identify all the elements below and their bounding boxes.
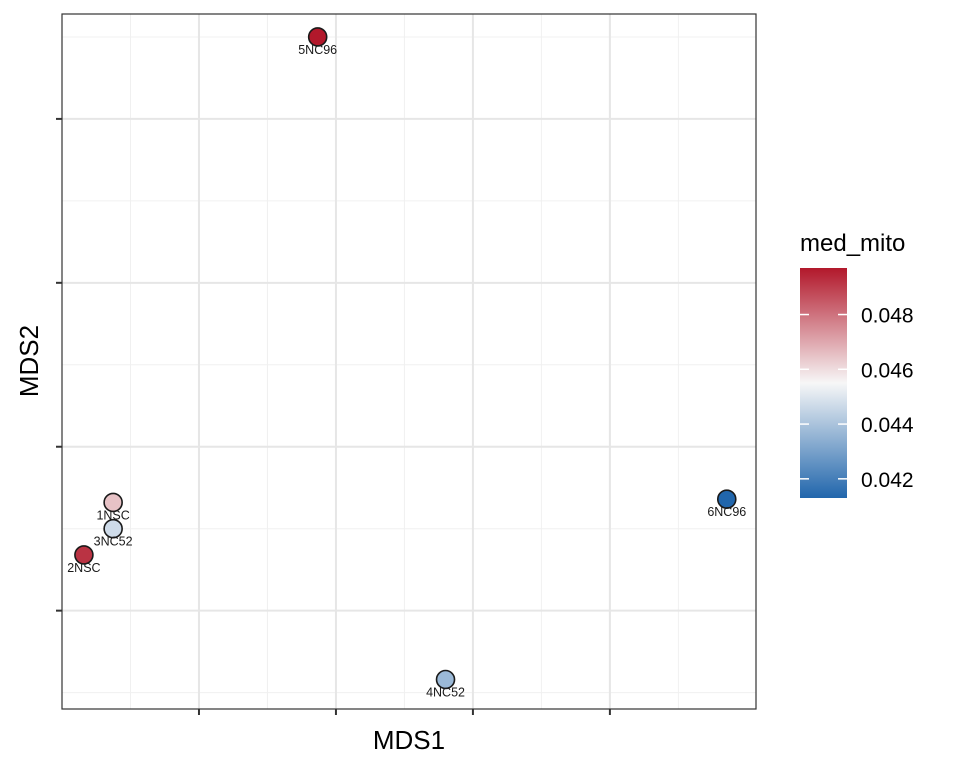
point-label: 4NC52 xyxy=(426,685,465,699)
point-label: 6NC96 xyxy=(707,505,746,519)
legend-tick-label: 0.044 xyxy=(861,414,914,437)
point-label: 1NSC xyxy=(96,508,129,522)
grid-lines xyxy=(62,14,756,709)
legend-tick-label: 0.042 xyxy=(861,469,914,492)
panel-border xyxy=(61,13,757,710)
scatter-points xyxy=(74,27,737,690)
legend-ticks: 0.042 0.044 0.046 0.048 xyxy=(800,305,914,492)
scatter-point xyxy=(74,545,94,565)
axis-ticks xyxy=(56,117,611,715)
legend-tick-label: 0.048 xyxy=(861,305,914,328)
legend-title: med_mito xyxy=(800,230,905,257)
legend-colorbar xyxy=(800,268,847,498)
scatter-point xyxy=(716,489,737,509)
x-axis-title: MDS1 xyxy=(373,725,445,755)
legend-tick-label: 0.046 xyxy=(861,359,914,382)
point-label: 3NC52 xyxy=(94,535,133,549)
scatter-point xyxy=(103,518,123,539)
panel-background xyxy=(62,14,756,709)
scatter-point xyxy=(435,669,456,690)
scatter-point xyxy=(307,27,328,47)
color-legend: med_mito 0.042 0.044 0.046 0.048 xyxy=(800,230,914,498)
point-label: 2NSC xyxy=(67,561,100,575)
point-labels: 1NSC 2NSC 3NC52 4NC52 5NC96 6NC96 xyxy=(67,43,746,700)
point-label: 5NC96 xyxy=(298,43,337,57)
y-axis-title: MDS2 xyxy=(14,325,44,397)
scatter-point xyxy=(103,492,123,513)
